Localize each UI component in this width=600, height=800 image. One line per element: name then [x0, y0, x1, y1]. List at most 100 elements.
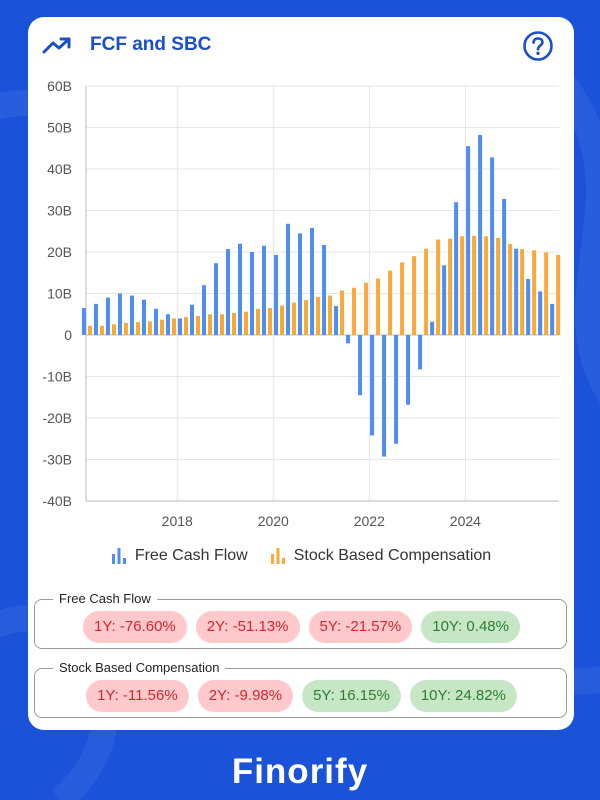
sbc-bar[interactable]	[207, 314, 212, 335]
fcf-bar[interactable]	[310, 227, 315, 335]
fcf-bar[interactable]	[262, 245, 267, 335]
legend-item-fcf[interactable]: Free Cash Flow	[111, 547, 248, 565]
y-tick-label: 10B	[47, 286, 72, 302]
x-tick-label: 2024	[450, 513, 481, 529]
x-tick-label: 2022	[354, 513, 385, 529]
sbc-bar[interactable]	[280, 305, 285, 335]
brand-logo: Finorify	[231, 752, 369, 791]
fcf-bar[interactable]	[153, 308, 158, 335]
sbc-bar[interactable]	[352, 287, 357, 335]
fcf-bar[interactable]	[418, 335, 423, 370]
y-tick-label: -30B	[42, 452, 72, 468]
y-tick-label: -40B	[42, 493, 72, 509]
sbc-bar[interactable]	[328, 295, 333, 335]
sbc-bar[interactable]	[99, 325, 104, 335]
fcf-bar[interactable]	[334, 305, 339, 335]
fcf-bar[interactable]	[430, 321, 435, 335]
sbc-bar[interactable]	[556, 254, 561, 335]
sbc-bar[interactable]	[424, 248, 429, 335]
fcf-bar[interactable]	[490, 157, 495, 335]
sbc-bar[interactable]	[496, 237, 501, 335]
sbc-bar[interactable]	[171, 318, 176, 335]
growth-pill: 10Y: 24.82%	[409, 680, 517, 712]
fcf-bar[interactable]	[141, 299, 146, 335]
sbc-bar[interactable]	[159, 319, 164, 335]
fcf-bar[interactable]	[238, 243, 243, 335]
fcf-bar[interactable]	[346, 335, 351, 344]
fcf-bar[interactable]	[117, 293, 122, 336]
sbc-bar[interactable]	[244, 311, 249, 335]
fcf-bar[interactable]	[382, 335, 387, 457]
sbc-bar[interactable]	[388, 270, 393, 335]
fcf-bar[interactable]	[370, 335, 375, 436]
fcf-bar[interactable]	[177, 318, 182, 335]
legend-item-sbc[interactable]: Stock Based Compensation	[270, 547, 491, 565]
fcf-bar[interactable]	[81, 308, 86, 335]
fcf-bar[interactable]	[93, 303, 98, 335]
y-tick-label: -20B	[42, 410, 72, 426]
fcf-bar[interactable]	[454, 202, 459, 335]
sbc-bar[interactable]	[147, 321, 152, 335]
fcf-bar[interactable]	[394, 335, 399, 444]
fcf-bar[interactable]	[514, 248, 519, 335]
sbc-bar[interactable]	[183, 317, 188, 335]
sbc-bar[interactable]	[412, 256, 417, 335]
sbc-bar[interactable]	[135, 322, 140, 335]
sbc-bar[interactable]	[448, 238, 453, 335]
sbc-bar[interactable]	[532, 250, 537, 335]
sbc-bar[interactable]	[304, 300, 309, 335]
sbc-bar[interactable]	[364, 282, 369, 335]
fcf-bar[interactable]	[286, 223, 291, 335]
fcf-bar[interactable]	[466, 146, 471, 335]
sbc-bar[interactable]	[460, 236, 465, 335]
sbc-bar[interactable]	[256, 308, 261, 335]
y-tick-label: -10B	[42, 369, 72, 385]
growth-pill: 2Y: -51.13%	[195, 611, 300, 643]
fcf-bar[interactable]	[213, 263, 218, 335]
sbc-bar[interactable]	[544, 252, 549, 335]
sbc-bar[interactable]	[87, 325, 92, 335]
fcf-bar[interactable]	[526, 278, 531, 335]
sbc-bar[interactable]	[292, 302, 297, 335]
sbc-bar[interactable]	[508, 244, 513, 335]
fcf-bar[interactable]	[550, 303, 555, 335]
fcf-bar[interactable]	[322, 244, 327, 335]
fcf-bar[interactable]	[406, 335, 411, 405]
sbc-bar[interactable]	[520, 249, 525, 335]
fcf-bar[interactable]	[129, 295, 134, 335]
fcf-bar[interactable]	[250, 252, 255, 335]
fcf-bar[interactable]	[189, 304, 194, 335]
sbc-bar[interactable]	[123, 322, 128, 335]
fcf-bar[interactable]	[226, 249, 231, 335]
sbc-bar[interactable]	[340, 290, 345, 335]
fcf-bar[interactable]	[201, 285, 206, 335]
legend-label-fcf: Free Cash Flow	[134, 547, 248, 564]
fcf-bar[interactable]	[538, 291, 543, 335]
y-tick-label: 50B	[47, 120, 72, 136]
sbc-bar[interactable]	[316, 296, 321, 335]
fcf-bar[interactable]	[165, 314, 170, 335]
sbc-bar[interactable]	[472, 235, 477, 335]
sbc-bar[interactable]	[376, 278, 381, 335]
bar-chart-icon	[111, 548, 126, 564]
sbc-bar[interactable]	[268, 308, 273, 335]
sbc-bar[interactable]	[111, 324, 116, 335]
fcf-bar[interactable]	[274, 254, 279, 335]
card-header: FCF and SBC	[28, 17, 574, 73]
fcf-bar[interactable]	[502, 198, 507, 335]
sbc-bar[interactable]	[436, 239, 441, 335]
fcf-bar[interactable]	[442, 265, 447, 335]
help-circle-icon[interactable]	[522, 30, 554, 62]
sbc-bar[interactable]	[195, 315, 200, 335]
sbc-bar[interactable]	[232, 313, 237, 335]
bar-chart-icon	[270, 548, 285, 564]
fcf-bar[interactable]	[478, 134, 483, 335]
sbc-bar[interactable]	[484, 236, 489, 335]
fcf-bar[interactable]	[105, 297, 110, 335]
fcf-bar[interactable]	[358, 335, 363, 396]
sbc-bar[interactable]	[400, 262, 405, 335]
fcf-bar[interactable]	[298, 233, 303, 335]
sbc-bar[interactable]	[219, 314, 224, 335]
x-tick-label: 2018	[162, 513, 193, 529]
sbc-growth-box: Stock Based Compensation 1Y: -11.56% 2Y:…	[34, 660, 567, 718]
